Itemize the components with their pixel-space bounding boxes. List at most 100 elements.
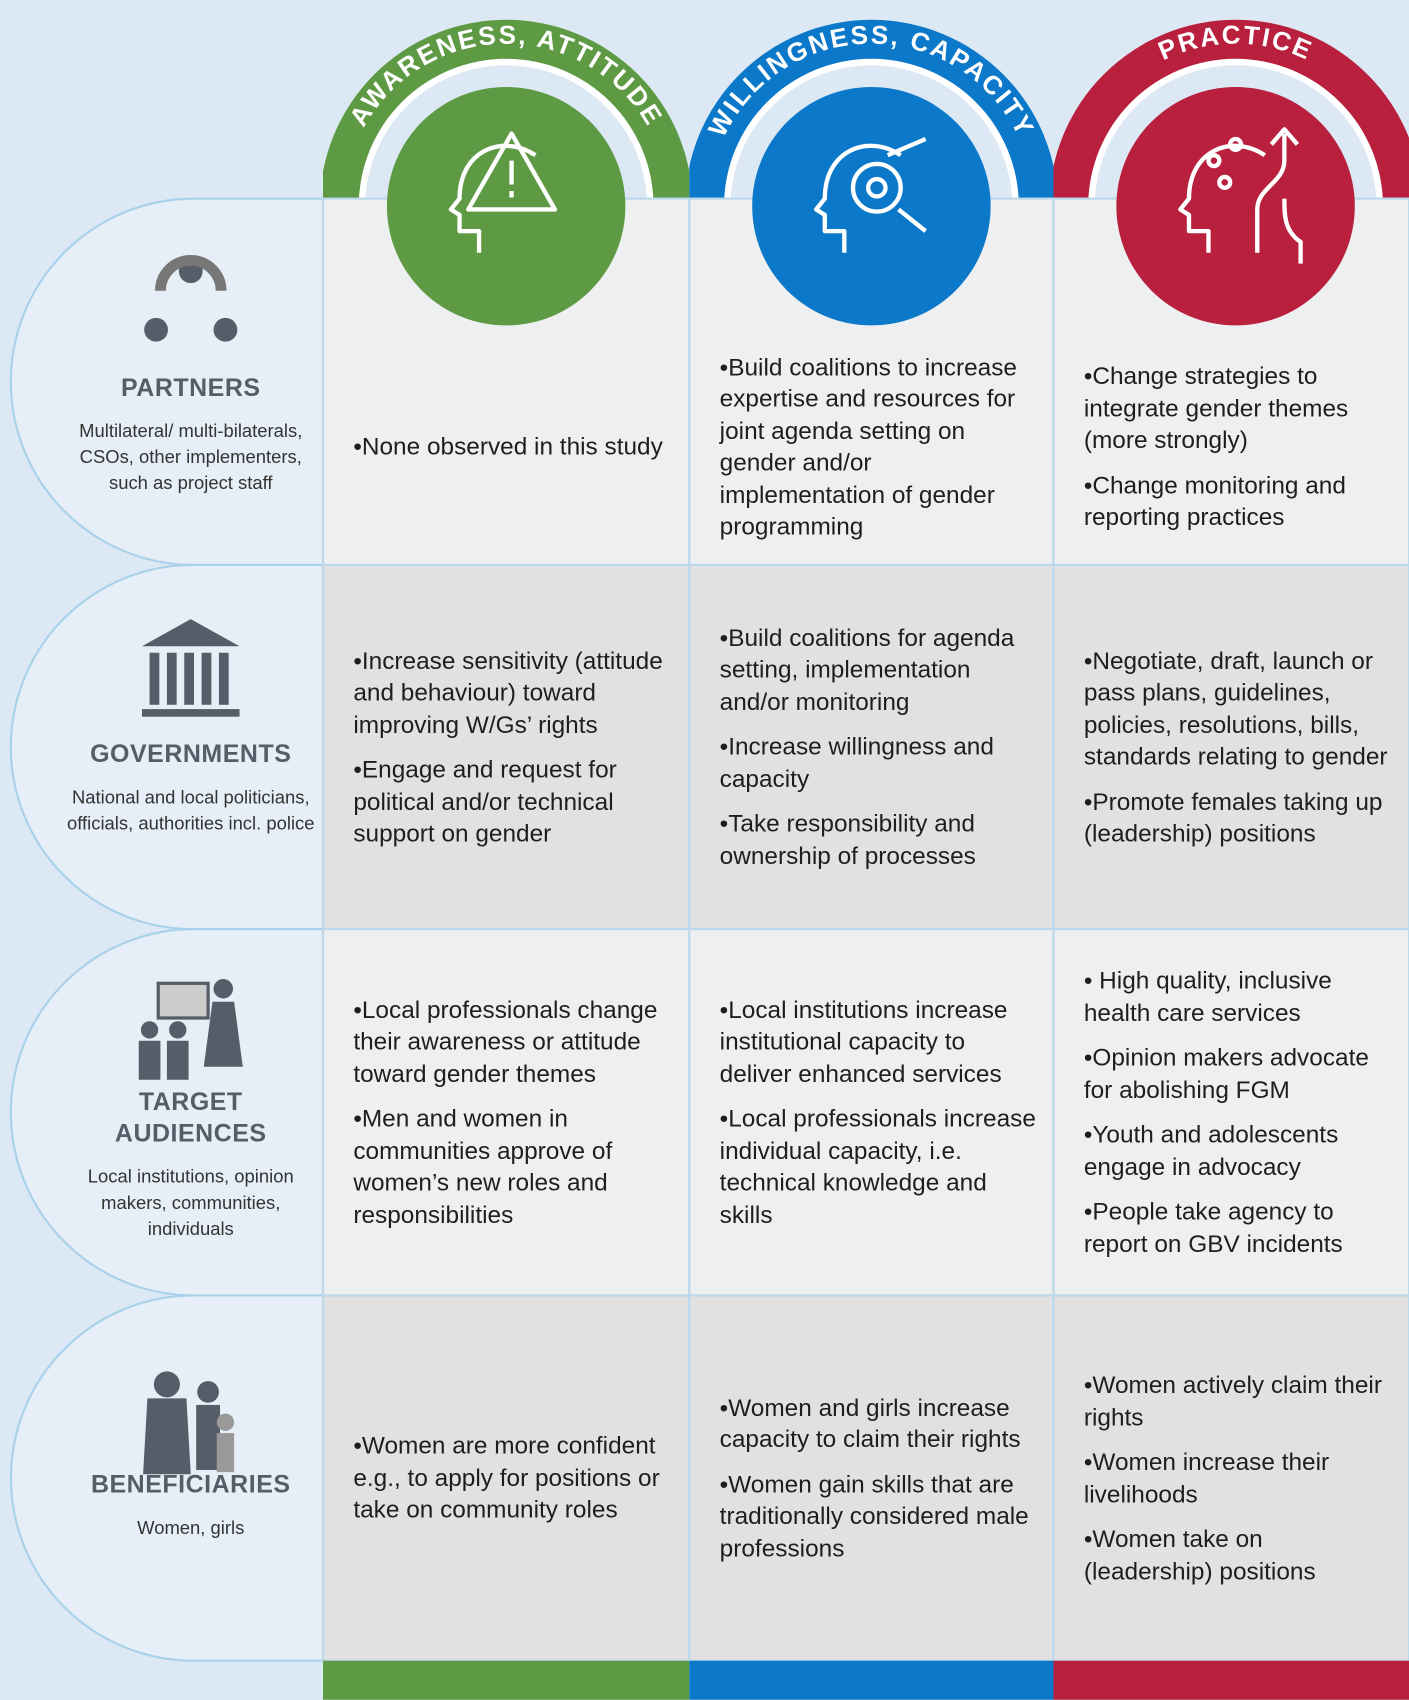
bullet-item: •Opinion makers advocate for abolishing …: [1083, 1044, 1369, 1104]
icon-part: [203, 1001, 243, 1067]
cell-background: [321, 563, 691, 931]
bullet-item: •Women increase their livelihoods: [1083, 1448, 1330, 1508]
icon-part: [143, 1398, 191, 1475]
icon-part: [140, 1021, 159, 1039]
cell-text-box: •Build coalitions for agenda setting, im…: [689, 565, 1053, 929]
icon-part: [1178, 143, 1267, 253]
bullet-item: •Take responsibility and ownership of pr…: [719, 810, 976, 870]
icon-part: [184, 652, 195, 705]
icon-part: [138, 1040, 161, 1080]
cell-text-box: •Increase sensitivity (attitude and beha…: [323, 565, 689, 929]
icon-part: [213, 978, 234, 999]
row-label-box: TARGET AUDIENCES Local institutions, opin…: [87, 1087, 294, 1240]
icon-part: [166, 652, 177, 705]
row-bubble: [9, 1294, 325, 1662]
cell-text: •Local professionals change their awaren…: [323, 929, 689, 1295]
icon-part: [149, 652, 160, 705]
cell-text-box: •Build coalitions to increase expertise …: [719, 353, 1017, 541]
icon-part: [166, 1040, 189, 1080]
bullet-item: •Local professionals change their awaren…: [353, 996, 658, 1088]
bullet-item: •Change monitoring and reporting practic…: [1083, 471, 1346, 531]
icon-part: [216, 1413, 235, 1431]
cell-text: •Increase sensitivity (attitude and beha…: [323, 565, 689, 929]
icon-part: [156, 981, 210, 1020]
bullet-item: •Negotiate, draft, launch or pass plans,…: [1083, 646, 1388, 770]
bullet-item: •Youth and adolescents engage in advocac…: [1083, 1120, 1339, 1181]
row-label-box: BENEFICIARIES Women, girls: [61, 1469, 321, 1661]
cell-background: [688, 563, 1055, 931]
row-description: Multilateral/ multi-bilaterals, CSOs, ot…: [79, 420, 303, 494]
row-icon: [141, 619, 240, 717]
cell-text: •Women are more confident e.g., to apply…: [323, 1295, 689, 1660]
cell-text: •Negotiate, draft, launch or pass plans,…: [1053, 565, 1409, 929]
bullet-item: •Women are more confident e.g., to apply…: [353, 1432, 660, 1524]
bullet-item: •Women take on (leadership) positions: [1083, 1525, 1316, 1585]
row-title: BENEFICIARIES: [90, 1469, 291, 1499]
bullet-item: •Women and girls increase capacity to cl…: [719, 1393, 1021, 1453]
cell-text: •Local institutions increase institution…: [689, 929, 1053, 1295]
row-description: Women, girls: [137, 1517, 245, 1539]
cell-background: [688, 1294, 1055, 1662]
bullet-item: •Local professionals increase individual…: [719, 1104, 1036, 1228]
bullet-item: •Women gain skills that are traditionall…: [719, 1470, 1029, 1562]
row-description: National and local politicians, official…: [66, 787, 315, 834]
bottom-bar: [689, 1660, 1054, 1700]
icon-part: [154, 255, 227, 292]
bullet-item: •Engage and request for political and/or…: [353, 755, 617, 847]
bottom-bar: [322, 1660, 690, 1700]
icon-part: [169, 1021, 187, 1039]
column-circle: [752, 86, 991, 326]
icon-part: [1217, 174, 1233, 190]
icon-part: [201, 652, 212, 705]
cell-text: •None observed in this study: [323, 329, 689, 565]
cell-background: [1052, 563, 1409, 931]
cell-text-box: •Women and girls increase capacity to cl…: [689, 1295, 1053, 1660]
row-bubble: [9, 928, 325, 1297]
bullet-item: •Local institutions increase institution…: [719, 996, 1008, 1088]
icon-part: [197, 1381, 219, 1403]
icon-part: [1227, 136, 1244, 153]
icon-part: [1206, 153, 1222, 169]
row-label: GOVERNMENTS National and local politician…: [61, 738, 321, 929]
icon-part: [196, 1404, 221, 1470]
row-icon: [138, 978, 243, 1080]
icon-part: [813, 143, 902, 253]
cell-text-box: •Women actively claim their rights •Women…: [1083, 1371, 1382, 1585]
cell-text: • High quality, inclusive health care se…: [1053, 929, 1409, 1295]
cell-text-box: •Negotiate, draft, launch or pass plans,…: [1053, 565, 1409, 929]
row-bubble: [9, 197, 325, 567]
icon-part: [865, 176, 888, 199]
icon-part: [153, 1371, 180, 1398]
icon-part: [466, 131, 558, 212]
bullet-item: •Increase sensitivity (attitude and beha…: [353, 646, 663, 738]
icon-part: [850, 161, 903, 214]
row-label-box: PARTNERS Multilateral/ multi-bilaterals, …: [61, 372, 321, 565]
row-description: Local institutions, opinion makers, comm…: [87, 1166, 294, 1240]
bullet-item: •Promote females taking up (leadership) …: [1083, 787, 1383, 847]
cell-text: •Women and girls increase capacity to cl…: [689, 1295, 1053, 1660]
column-circle: [386, 86, 626, 326]
icon-part: [144, 317, 168, 342]
cell-text-box: • High quality, inclusive health care se…: [1053, 929, 1409, 1295]
icon-part: [216, 1433, 235, 1473]
row-label: BENEFICIARIES Women, girls: [61, 1469, 321, 1661]
row-label: PARTNERS Multilateral/ multi-bilaterals, …: [61, 372, 321, 565]
bullet-item: •Build coalitions to increase expertise …: [719, 353, 1017, 541]
row-label-box: GOVERNMENTS National and local politician…: [61, 738, 321, 929]
bullet-item: •Increase willingness and capacity: [719, 733, 994, 793]
column-icon: [448, 131, 558, 253]
bullet-item: •Men and women in communities approve of…: [353, 1104, 613, 1228]
bullet-item: •Women actively claim their rights: [1083, 1371, 1382, 1431]
cell-text-box: •Women are more confident e.g., to apply…: [323, 1295, 689, 1660]
cell-text-box: •Change strategies to integrate gender t…: [1083, 362, 1349, 531]
bullet-item: •Change strategies to integrate gender t…: [1083, 362, 1349, 454]
cell-background: [1052, 928, 1409, 1297]
icon-part: [213, 317, 238, 342]
icon-part: [141, 709, 240, 717]
bullet-item: •None observed in this study: [353, 432, 663, 461]
cell-text-box: •None observed in this study: [323, 329, 689, 565]
row-title: GOVERNMENTS: [90, 739, 292, 768]
row-bubble: [9, 563, 325, 931]
cell-text: •Build coalitions for agenda setting, im…: [689, 565, 1053, 929]
